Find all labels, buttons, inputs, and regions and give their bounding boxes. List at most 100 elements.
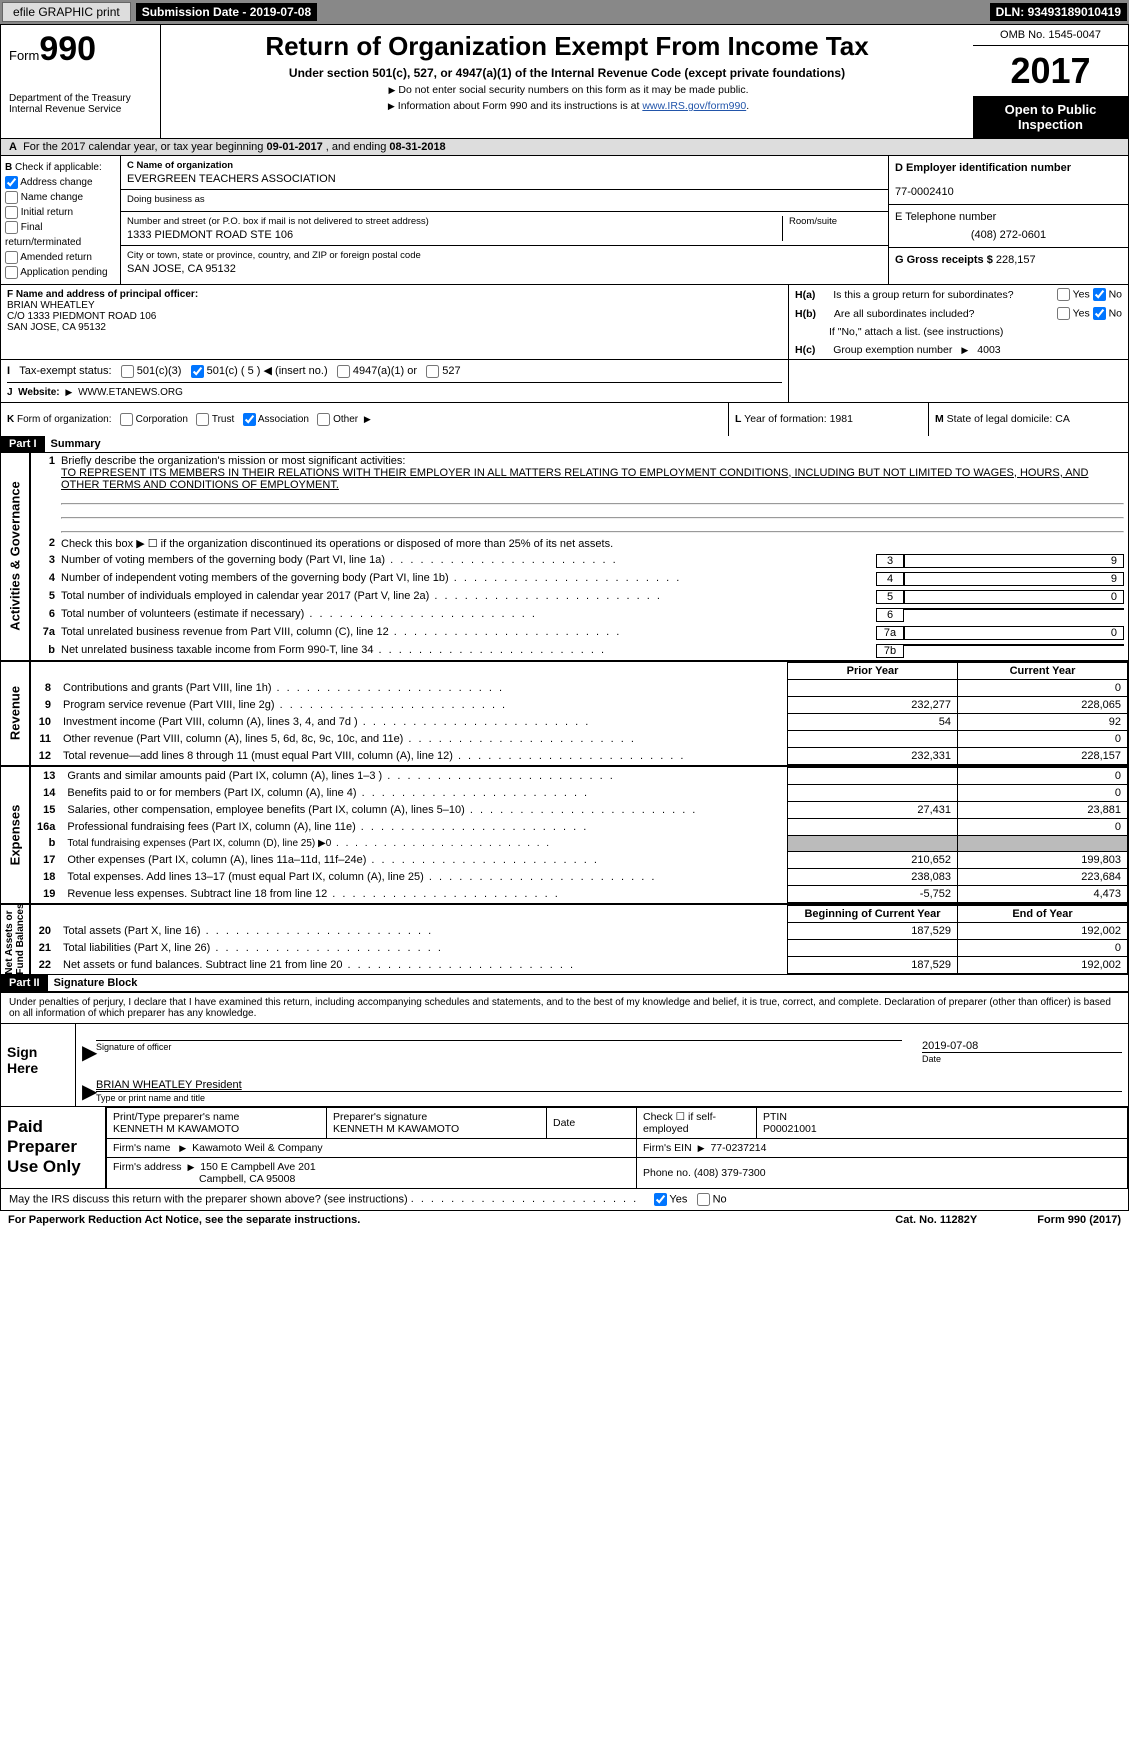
irs-link[interactable]: www.IRS.gov/form990 <box>642 100 746 112</box>
room-label: Room/suite <box>789 216 882 227</box>
q1-value: TO REPRESENT ITS MEMBERS IN THEIR RELATI… <box>61 467 1088 491</box>
line-20-cy: 192,002 <box>958 922 1128 939</box>
line-14-text: Benefits paid to or for members (Part IX… <box>61 784 787 801</box>
k-label: Form of organization: <box>17 414 112 425</box>
line-3-text: Number of voting members of the governin… <box>61 554 870 566</box>
line-13-cy: 0 <box>958 767 1128 784</box>
line-11-cy: 0 <box>958 730 1128 747</box>
line-19-py: -5,752 <box>788 885 958 902</box>
chk-assoc[interactable] <box>243 413 256 426</box>
line-7a-box: 7a <box>876 626 904 640</box>
q1-label: Briefly describe the organization's miss… <box>61 455 405 467</box>
firm-ein: 77-0237214 <box>710 1142 766 1154</box>
line-9-py: 232,277 <box>788 696 958 713</box>
chk-amended-return[interactable]: Amended return <box>5 250 116 265</box>
chk-501c3[interactable] <box>121 365 134 378</box>
line-4-box: 4 <box>876 572 904 586</box>
officer-addr2: SAN JOSE, CA 95132 <box>7 322 106 333</box>
line-6-box: 6 <box>876 608 904 622</box>
city-value: SAN JOSE, CA 95132 <box>127 263 882 275</box>
line-15-text: Salaries, other compensation, employee b… <box>61 801 787 818</box>
line-8-cy: 0 <box>958 679 1128 696</box>
g-label: G Gross receipts $ <box>895 254 996 266</box>
ein-value: 77-0002410 <box>895 186 954 198</box>
self-employed-check[interactable]: Check ☐ if self-employed <box>637 1107 757 1138</box>
l-value: 1981 <box>830 413 853 425</box>
line-4-value: 9 <box>904 572 1124 586</box>
line-18-cy: 223,684 <box>958 868 1128 885</box>
sig-date-label: Date <box>922 1052 1122 1064</box>
chk-4947[interactable] <box>337 365 350 378</box>
chk-501c[interactable] <box>191 365 204 378</box>
line-16a-py <box>788 818 958 835</box>
line-7a-text: Total unrelated business revenue from Pa… <box>61 626 870 638</box>
line-15-cy: 23,881 <box>958 801 1128 818</box>
ha-yes[interactable] <box>1057 288 1070 301</box>
j-label: Website: <box>18 387 60 398</box>
chk-name-change[interactable]: Name change <box>5 190 116 205</box>
q2-text: Check this box ▶ ☐ if the organization d… <box>61 537 1124 550</box>
omb-number: OMB No. 1545-0047 <box>973 25 1128 46</box>
line-13-text: Grants and similar amounts paid (Part IX… <box>61 767 787 784</box>
city-label: City or town, state or province, country… <box>127 250 882 261</box>
chk-corp[interactable] <box>120 413 133 426</box>
may-no[interactable] <box>697 1193 710 1206</box>
line-8-py <box>788 679 958 696</box>
line-10-cy: 92 <box>958 713 1128 730</box>
line-19-cy: 4,473 <box>958 885 1128 902</box>
chk-final-return[interactable]: Final return/terminated <box>5 220 116 250</box>
hc-value: 4003 <box>977 344 1000 356</box>
part1-title: Summary <box>51 438 101 450</box>
part1-label: Part I <box>1 436 45 452</box>
chk-527[interactable] <box>426 365 439 378</box>
form-footer: Form 990 (2017) <box>1037 1214 1121 1226</box>
row-a-tax-year: A For the 2017 calendar year, or tax yea… <box>1 139 1128 156</box>
ha-no[interactable] <box>1093 288 1106 301</box>
line-13-py <box>788 767 958 784</box>
line-15-py: 27,431 <box>788 801 958 818</box>
efile-print-button[interactable]: efile GRAPHIC print <box>2 2 131 22</box>
tax-year: 2017 <box>973 46 1128 96</box>
chk-other[interactable] <box>317 413 330 426</box>
may-yes[interactable] <box>654 1193 667 1206</box>
part2-label: Part II <box>1 975 48 991</box>
b-header: Check if applicable: <box>15 162 102 173</box>
hc-label: Group exemption number <box>833 344 952 356</box>
sig-date: 2019-07-08 <box>922 1040 1122 1052</box>
firm-phone: (408) 379-7300 <box>694 1167 766 1179</box>
line-b-text: Total fundraising expenses (Part IX, col… <box>61 835 787 851</box>
line-3-box: 3 <box>876 554 904 568</box>
ptin-value: P00021001 <box>763 1123 817 1135</box>
line-b-value <box>904 644 1124 646</box>
line-9-cy: 228,065 <box>958 696 1128 713</box>
nettbl-h2: End of Year <box>958 905 1128 922</box>
preparer-name: KENNETH M KAWAMOTO <box>113 1123 239 1135</box>
chk-trust[interactable] <box>196 413 209 426</box>
officer-addr1: C/O 1333 PIEDMONT ROAD 106 <box>7 311 156 322</box>
m-label: State of legal domicile: <box>947 413 1056 425</box>
line-6-text: Total number of volunteers (estimate if … <box>61 608 870 620</box>
ha-label: Is this a group return for subordinates? <box>833 289 1013 301</box>
sig-name-label: Type or print name and title <box>96 1091 1122 1103</box>
officer-name: BRIAN WHEATLEY <box>7 300 95 311</box>
line-12-cy: 228,157 <box>958 747 1128 764</box>
addr-label: Number and street (or P.O. box if mail i… <box>127 216 782 227</box>
line-19-text: Revenue less expenses. Subtract line 18 … <box>61 885 787 902</box>
line-10-py: 54 <box>788 713 958 730</box>
cat-no: Cat. No. 11282Y <box>895 1214 977 1226</box>
line-16a-cy: 0 <box>958 818 1128 835</box>
firm-addr2: Campbell, CA 95008 <box>113 1173 295 1185</box>
chk-application-pending[interactable]: Application pending <box>5 265 116 280</box>
m-value: CA <box>1055 413 1070 425</box>
chk-initial-return[interactable]: Initial return <box>5 205 116 220</box>
may-discuss: May the IRS discuss this return with the… <box>9 1193 408 1205</box>
line-18-text: Total expenses. Add lines 13–17 (must eq… <box>61 868 787 885</box>
hb-yes[interactable] <box>1057 307 1070 320</box>
phone-value: (408) 272-0601 <box>895 223 1122 241</box>
website-value: WWW.ETANEWS.ORG <box>78 387 183 398</box>
line-17-text: Other expenses (Part IX, column (A), lin… <box>61 851 787 868</box>
hb-no[interactable] <box>1093 307 1106 320</box>
chk-address-change[interactable]: Address change <box>5 175 116 190</box>
hb-note: If "No," attach a list. (see instruction… <box>789 323 1128 341</box>
side-net-assets: Net Assets orFund Balances <box>4 904 26 975</box>
